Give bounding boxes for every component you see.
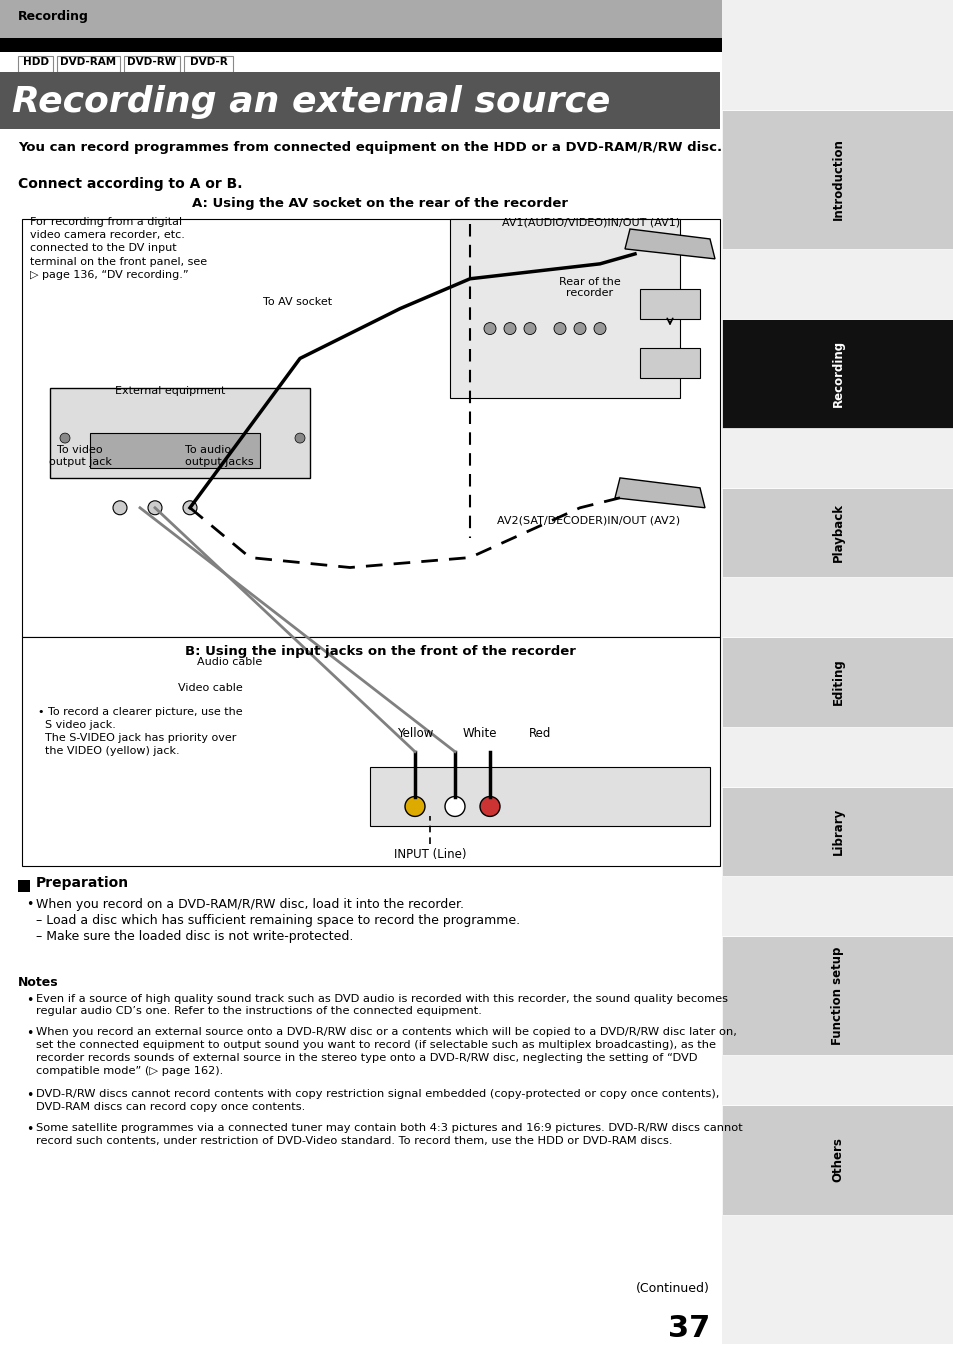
Circle shape: [444, 796, 464, 817]
Circle shape: [554, 323, 565, 335]
Text: AV1(AUDIO/VIDEO)IN/OUT (AV1): AV1(AUDIO/VIDEO)IN/OUT (AV1): [501, 217, 679, 227]
Text: A: Using the AV socket on the rear of the recorder: A: Using the AV socket on the rear of th…: [192, 197, 567, 211]
FancyBboxPatch shape: [450, 219, 679, 398]
Text: DVD-RAM: DVD-RAM: [60, 57, 116, 66]
FancyBboxPatch shape: [0, 72, 720, 130]
Text: Notes: Notes: [18, 976, 58, 988]
Text: •: •: [26, 1027, 33, 1041]
FancyBboxPatch shape: [721, 0, 953, 1345]
FancyBboxPatch shape: [22, 637, 720, 867]
Text: Others: Others: [831, 1138, 843, 1183]
FancyBboxPatch shape: [22, 219, 720, 637]
Text: Recording: Recording: [18, 9, 89, 23]
FancyBboxPatch shape: [90, 433, 260, 468]
Text: (Continued): (Continued): [636, 1282, 709, 1296]
FancyBboxPatch shape: [57, 55, 120, 72]
Text: Recording: Recording: [831, 340, 843, 406]
Circle shape: [148, 501, 162, 514]
FancyBboxPatch shape: [0, 38, 953, 51]
Text: Some satellite programmes via a connected tuner may contain both 4:3 pictures an: Some satellite programmes via a connecte…: [36, 1123, 742, 1146]
Text: Function setup: Function setup: [831, 946, 843, 1045]
Text: • To record a clearer picture, use the
  S video jack.
  The S-VIDEO jack has pr: • To record a clearer picture, use the S…: [38, 707, 242, 756]
Circle shape: [183, 501, 196, 514]
Text: Connect according to A or B.: Connect according to A or B.: [18, 177, 242, 192]
FancyBboxPatch shape: [721, 109, 953, 248]
Text: To AV socket: To AV socket: [263, 297, 333, 306]
Text: DVD-R: DVD-R: [190, 57, 227, 66]
Circle shape: [574, 323, 585, 335]
Circle shape: [405, 796, 424, 817]
Text: Playback: Playback: [831, 504, 843, 562]
Text: To video
output jack: To video output jack: [49, 446, 112, 467]
Text: 37: 37: [667, 1315, 709, 1343]
Text: HDD: HDD: [23, 57, 49, 66]
Text: – Load a disc which has sufficient remaining space to record the programme.: – Load a disc which has sufficient remai…: [36, 914, 519, 927]
FancyBboxPatch shape: [721, 637, 953, 726]
Text: Preparation: Preparation: [36, 876, 129, 890]
FancyBboxPatch shape: [184, 55, 233, 72]
Text: Library: Library: [831, 807, 843, 855]
Text: Video cable: Video cable: [177, 683, 242, 693]
Text: DVD-RW: DVD-RW: [128, 57, 176, 66]
Text: INPUT (Line): INPUT (Line): [394, 848, 466, 861]
FancyBboxPatch shape: [721, 1106, 953, 1215]
Text: Yellow: Yellow: [396, 726, 433, 740]
Text: You can record programmes from connected equipment on the HDD or a DVD-RAM/R/RW : You can record programmes from connected…: [18, 142, 721, 154]
Polygon shape: [615, 478, 704, 508]
Text: Even if a source of high quality sound track such as DVD audio is recorded with : Even if a source of high quality sound t…: [36, 994, 727, 1017]
Text: When you record an external source onto a DVD-R/RW disc or a contents which will: When you record an external source onto …: [36, 1027, 736, 1076]
Text: Audio cable: Audio cable: [197, 657, 262, 667]
FancyBboxPatch shape: [370, 767, 709, 826]
Circle shape: [594, 323, 605, 335]
Circle shape: [523, 323, 536, 335]
Text: Recording an external source: Recording an external source: [12, 85, 610, 119]
Text: Introduction: Introduction: [831, 138, 843, 220]
Text: •: •: [26, 1123, 33, 1137]
Text: Editing: Editing: [831, 659, 843, 706]
Text: Red: Red: [528, 726, 551, 740]
Circle shape: [503, 323, 516, 335]
FancyBboxPatch shape: [721, 487, 953, 578]
Text: •: •: [26, 898, 33, 911]
FancyBboxPatch shape: [18, 55, 53, 72]
Circle shape: [483, 323, 496, 335]
FancyBboxPatch shape: [124, 55, 180, 72]
Circle shape: [112, 501, 127, 514]
Text: Rear of the
recorder: Rear of the recorder: [558, 277, 620, 298]
Text: B: Using the input jacks on the front of the recorder: B: Using the input jacks on the front of…: [184, 645, 575, 659]
Text: – Make sure the loaded disc is not write-protected.: – Make sure the loaded disc is not write…: [36, 930, 353, 942]
Polygon shape: [624, 230, 714, 259]
Text: White: White: [462, 726, 497, 740]
Text: To audio
output jacks: To audio output jacks: [185, 446, 253, 467]
FancyBboxPatch shape: [18, 880, 30, 892]
FancyBboxPatch shape: [721, 787, 953, 876]
Text: For recording from a digital
video camera recorder, etc.
connected to the DV inp: For recording from a digital video camer…: [30, 217, 207, 279]
Text: External equipment: External equipment: [114, 386, 225, 397]
FancyBboxPatch shape: [639, 289, 700, 319]
Text: AV2(SAT/DECODER)IN/OUT (AV2): AV2(SAT/DECODER)IN/OUT (AV2): [497, 516, 679, 525]
FancyBboxPatch shape: [50, 389, 310, 478]
FancyBboxPatch shape: [639, 348, 700, 378]
Text: DVD-R/RW discs cannot record contents with copy restriction signal embedded (cop: DVD-R/RW discs cannot record contents wi…: [36, 1089, 719, 1112]
FancyBboxPatch shape: [0, 0, 953, 38]
Circle shape: [294, 433, 305, 443]
Text: •: •: [26, 994, 33, 1007]
Text: •: •: [26, 1089, 33, 1102]
FancyBboxPatch shape: [721, 936, 953, 1056]
Text: When you record on a DVD-RAM/R/RW disc, load it into the recorder.: When you record on a DVD-RAM/R/RW disc, …: [36, 898, 463, 911]
FancyBboxPatch shape: [721, 319, 953, 428]
Circle shape: [60, 433, 70, 443]
Circle shape: [479, 796, 499, 817]
